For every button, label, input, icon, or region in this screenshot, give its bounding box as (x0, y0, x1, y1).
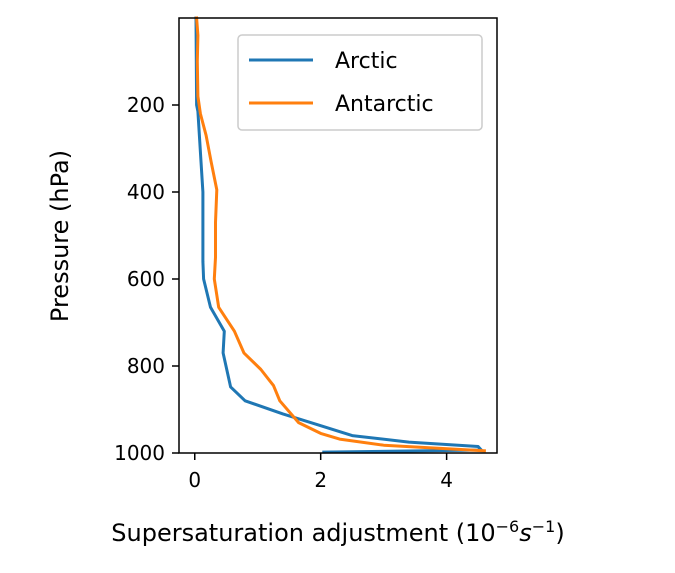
series-line-arctic (194, 16, 483, 454)
x-axis-label-unit: s (519, 519, 532, 547)
legend-label-arctic: Arctic (335, 49, 398, 74)
series-layer (194, 16, 486, 454)
x-axis-ticks: 0 2 4 (188, 453, 453, 492)
x-axis-label: Supersaturation adjustment (10−6s−1) (111, 517, 564, 547)
x-axis-label-close: ) (555, 519, 564, 547)
x-axis-label-main: Supersaturation adjustment (10 (111, 519, 495, 547)
y-axis-ticks: 200 400 600 800 1000 (114, 93, 179, 465)
y-axis-label: Pressure (hPa) (46, 150, 74, 322)
x-tick-label: 2 (314, 468, 327, 492)
plot-frame (178, 17, 498, 454)
x-axis-label-exponent-1: −6 (496, 517, 520, 536)
y-tick-label: 400 (127, 180, 165, 204)
y-tick-label: 800 (127, 354, 165, 378)
y-tick-label: 200 (127, 93, 165, 117)
x-tick-label: 4 (440, 468, 453, 492)
legend: Arctic Antarctic (237, 34, 483, 131)
series-line-antarctic (194, 16, 486, 453)
x-axis-label-exponent-2: −1 (532, 517, 556, 536)
legend-label-antarctic: Antarctic (335, 92, 434, 117)
x-tick-label: 0 (188, 468, 201, 492)
y-tick-label: 600 (127, 267, 165, 291)
y-tick-label: 1000 (114, 441, 165, 465)
